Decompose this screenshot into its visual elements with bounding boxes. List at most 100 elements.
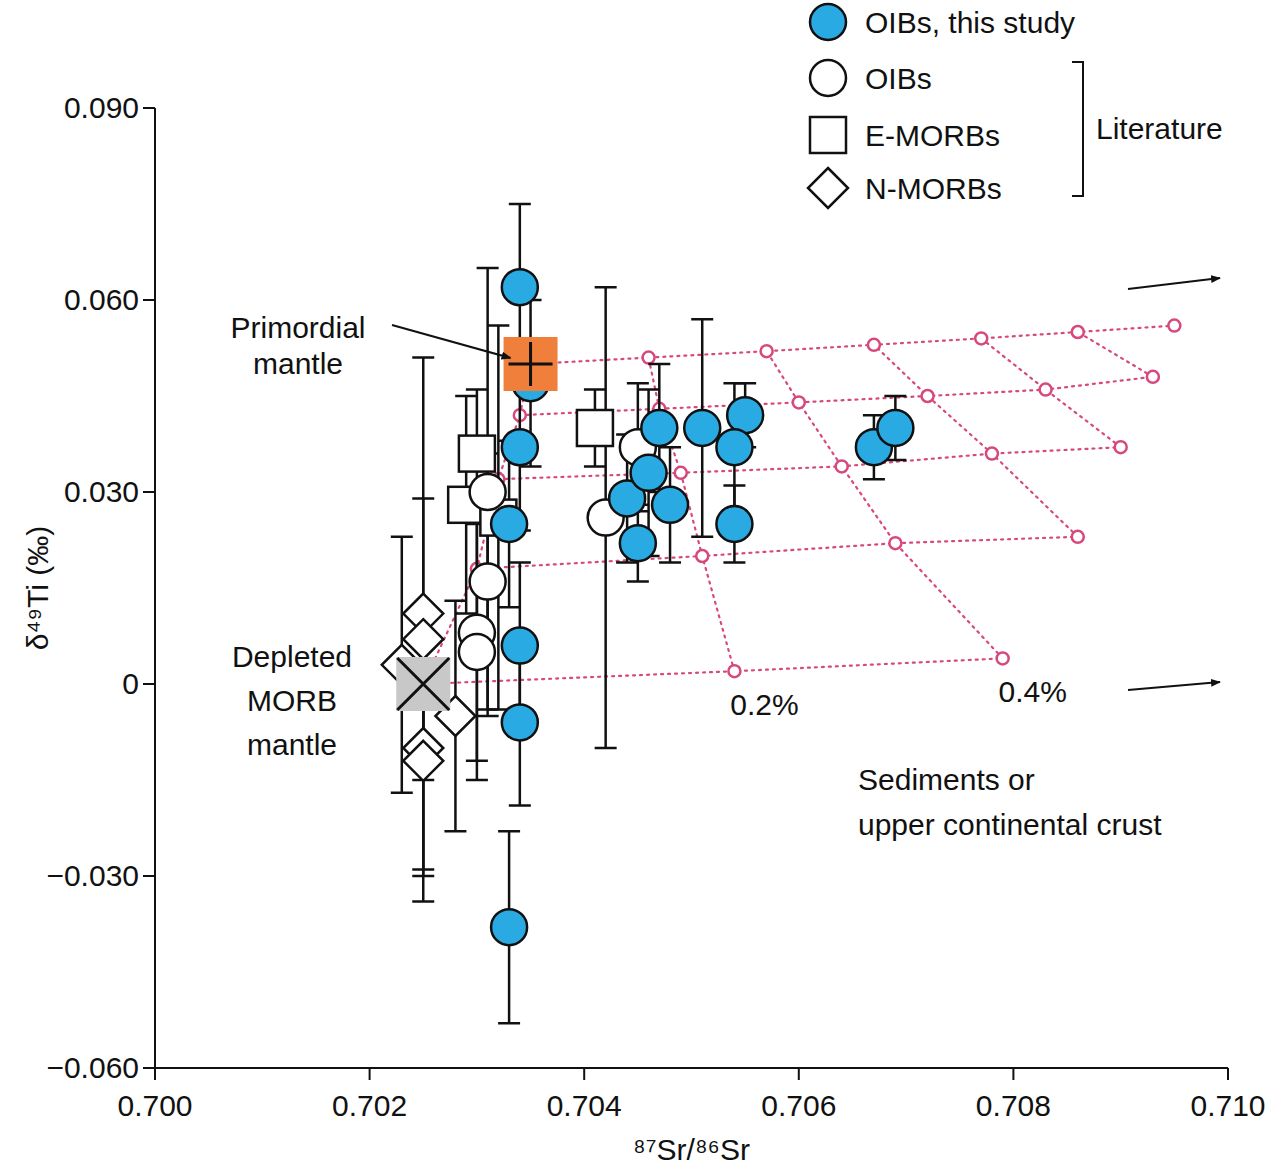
- data-point: [502, 628, 538, 664]
- data-point: [877, 410, 913, 446]
- mixing-point: [728, 665, 740, 677]
- mixing-point: [997, 652, 1009, 664]
- y-axis: [154, 108, 156, 1068]
- mixing-fraction-line: [767, 351, 1003, 658]
- mixing-point: [975, 332, 987, 344]
- y-tick: [143, 491, 155, 493]
- x-tick: [583, 1068, 585, 1080]
- endmember-label: mantle: [247, 728, 337, 761]
- x-tick-label: 0.710: [1190, 1089, 1265, 1122]
- y-tick-label: −0.060: [46, 1051, 139, 1084]
- y-tick: [143, 107, 155, 109]
- endmember-label: mantle: [253, 347, 343, 380]
- x-tick: [1227, 1068, 1229, 1080]
- x-axis-label: ⁸⁷Sr/⁸⁶Sr: [633, 1133, 750, 1166]
- y-tick-label: 0.060: [64, 283, 139, 316]
- mixing-curve: [520, 377, 1153, 415]
- data-point: [459, 634, 495, 670]
- mixing-point: [922, 390, 934, 402]
- endmember-label: Primordial: [230, 311, 365, 344]
- y-tick: [143, 299, 155, 301]
- y-tick-label: −0.030: [46, 859, 139, 892]
- y-axis-label: δ⁴⁹Ti (‰): [21, 526, 54, 651]
- mixing-curve: [531, 326, 1175, 364]
- annotation-arrow: [392, 325, 511, 358]
- y-tick-label: 0.090: [64, 91, 139, 124]
- data-point: [577, 410, 613, 446]
- data-point: [470, 564, 506, 600]
- x-tick-label: 0.702: [332, 1089, 407, 1122]
- annotation-arrow: [1128, 278, 1220, 289]
- x-tick-label: 0.708: [976, 1089, 1051, 1122]
- x-tick: [154, 1068, 156, 1080]
- endmember-symbol: [397, 658, 449, 710]
- mixing-point: [675, 467, 687, 479]
- data-point: [459, 436, 495, 472]
- fraction-label: 0.4%: [998, 675, 1066, 708]
- mixing-point: [643, 352, 655, 364]
- data-point: [491, 506, 527, 542]
- data-point: [620, 525, 656, 561]
- mixing-point: [986, 448, 998, 460]
- legend-group-label: Literature: [1096, 112, 1223, 145]
- data-point: [403, 741, 443, 781]
- annotation: upper continental crust: [858, 808, 1162, 841]
- endmember-symbol: [509, 342, 553, 386]
- legend-label: N-MORBs: [865, 172, 1002, 205]
- fraction-label: 0.2%: [730, 688, 798, 721]
- data-point: [631, 455, 667, 491]
- endmember-square: [396, 657, 450, 711]
- mixing-curve: [477, 537, 1078, 569]
- mixing-point: [836, 460, 848, 472]
- y-tick: [143, 683, 155, 685]
- legend-marker: [810, 60, 846, 96]
- data-point: [502, 429, 538, 465]
- data-point: [652, 487, 688, 523]
- legend-label: OIBs, this study: [865, 6, 1075, 39]
- x-axis: [155, 1067, 1228, 1069]
- endmember-square: [504, 337, 558, 391]
- data-point: [727, 397, 763, 433]
- mixing-point: [1168, 320, 1180, 332]
- mixing-point: [1040, 384, 1052, 396]
- endmember: [504, 337, 558, 391]
- mixing-point: [1072, 326, 1084, 338]
- mixing-fraction-line: [981, 338, 1120, 447]
- y-tick: [143, 1067, 155, 1069]
- legend-marker: [810, 4, 846, 40]
- legend-label: OIBs: [865, 62, 932, 95]
- y-tick-label: 0.030: [64, 475, 139, 508]
- plot-area: [382, 204, 1181, 1023]
- x-tick-label: 0.704: [547, 1089, 622, 1122]
- x-tick: [369, 1068, 371, 1080]
- legend-bracket: [1072, 62, 1083, 196]
- endmember: [396, 657, 450, 711]
- data-point: [716, 429, 752, 465]
- data-point: [502, 269, 538, 305]
- x-tick-label: 0.706: [761, 1089, 836, 1122]
- legend-marker: [808, 168, 848, 208]
- mixing-fraction-line: [1078, 332, 1153, 377]
- x-tick: [798, 1068, 800, 1080]
- mixing-fraction-line: [874, 345, 1078, 537]
- mixing-point: [1115, 441, 1127, 453]
- endmember-label: Depleted: [232, 640, 352, 673]
- legend-marker: [810, 117, 846, 153]
- legend: OIBs, this studyOIBsE-MORBsN-MORBsLitera…: [808, 4, 1223, 208]
- annotation-arrow: [1128, 682, 1220, 690]
- endmember-label: MORB: [247, 684, 337, 717]
- data-point: [641, 410, 677, 446]
- mixing-point: [761, 345, 773, 357]
- mixing-point: [1147, 371, 1159, 383]
- mixing-point: [696, 550, 708, 562]
- annotation: Sediments or: [858, 763, 1035, 796]
- data-point: [470, 474, 506, 510]
- data-point: [491, 909, 527, 945]
- chart: −0.060−0.03000.0300.0600.0900.7000.7020.…: [0, 0, 1280, 1175]
- mixing-curve: [498, 447, 1120, 479]
- mixing-point: [889, 537, 901, 549]
- y-tick: [143, 875, 155, 877]
- data-point: [502, 704, 538, 740]
- data-point: [716, 506, 752, 542]
- mixing-point: [868, 339, 880, 351]
